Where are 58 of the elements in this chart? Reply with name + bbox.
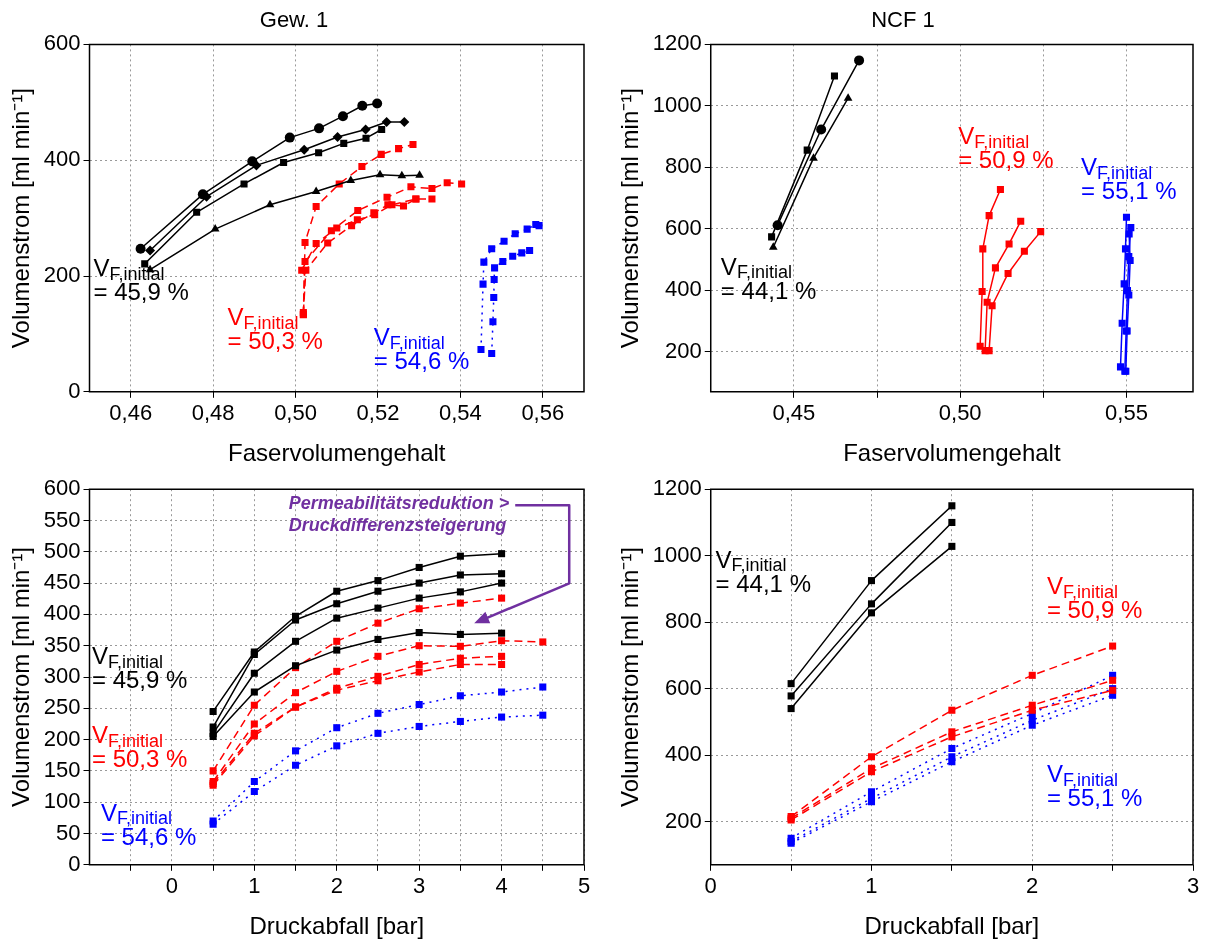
x-tick-label: 4: [495, 873, 508, 899]
y-axis-title: Volumenstrom [ml min⁻¹]: [7, 88, 35, 349]
y-tick-label: 600: [665, 674, 702, 700]
y-tick-label: 100: [43, 788, 81, 814]
y-tick-label: 400: [665, 741, 702, 767]
y-tick-label: 450: [43, 569, 81, 595]
x-tick-label: 0,48: [191, 400, 235, 426]
x-tick-label: 0,52: [356, 400, 400, 426]
y-tick-label: 1200: [652, 475, 702, 501]
y-tick-label: 600: [43, 30, 81, 56]
x-tick-label: 1: [865, 873, 878, 899]
x-tick-label: 2: [1026, 873, 1039, 899]
y-tick-label: 400: [43, 146, 81, 172]
y-axis-title: Volumenstrom [ml min⁻¹]: [616, 88, 644, 349]
x-tick-label: 0,50: [938, 400, 982, 426]
y-tick-label: 400: [665, 276, 702, 302]
x-tick-label: 0,56: [521, 400, 565, 426]
x-tick-label: 0,54: [438, 400, 482, 426]
x-axis-title: Faservolumengehalt: [843, 439, 1061, 467]
y-tick-label: 1000: [652, 541, 702, 567]
y-tick-label: 400: [43, 600, 81, 626]
y-tick-label: 500: [43, 537, 81, 563]
chart-title: NCF 1: [871, 7, 935, 33]
y-tick-label: 600: [43, 475, 81, 501]
y-tick-label: 50: [56, 819, 81, 845]
y-tick-label: 0: [68, 850, 81, 876]
x-tick-label: 2: [330, 873, 343, 899]
x-tick-label: 5: [577, 873, 591, 899]
y-tick-label: 200: [665, 807, 702, 833]
y-tick-label: 600: [665, 214, 702, 240]
x-tick-label: 0: [165, 873, 179, 899]
chart-title: Gew. 1: [259, 7, 329, 33]
y-tick-label: 800: [665, 153, 702, 179]
y-tick-label: 150: [43, 756, 81, 782]
y-axis-title: Volumenstrom [ml min⁻¹]: [7, 546, 35, 808]
x-tick-label: 1: [248, 873, 261, 899]
x-tick-label: 0,45: [772, 400, 816, 426]
y-tick-label: 550: [43, 506, 81, 532]
y-tick-label: 0: [68, 377, 81, 403]
y-tick-label: 200: [43, 262, 81, 288]
y-axis-title: Volumenstrom [ml min⁻¹]: [616, 546, 644, 808]
x-axis-title: Druckabfall [bar]: [864, 912, 1040, 940]
y-tick-label: 800: [665, 608, 702, 634]
x-tick-label: 0,50: [274, 400, 317, 426]
x-tick-label: 3: [1186, 873, 1200, 899]
y-tick-label: 350: [43, 631, 81, 657]
y-tick-label: 200: [665, 337, 702, 363]
x-tick-label: 3: [413, 873, 426, 899]
y-tick-label: 300: [43, 663, 81, 689]
x-axis-title: Druckabfall [bar]: [249, 912, 425, 940]
y-tick-label: 1000: [652, 91, 702, 117]
y-tick-label: 200: [43, 725, 81, 751]
x-tick-label: 0,46: [109, 400, 153, 426]
y-tick-label: 250: [43, 694, 81, 720]
y-tick-label: 1200: [652, 30, 702, 56]
x-axis-title: Faservolumengehalt: [228, 439, 446, 467]
annotation: Permeabilitätsreduktion > Druckdifferenzsteigerung: [288, 493, 510, 536]
x-tick-label: 0,55: [1105, 400, 1148, 426]
